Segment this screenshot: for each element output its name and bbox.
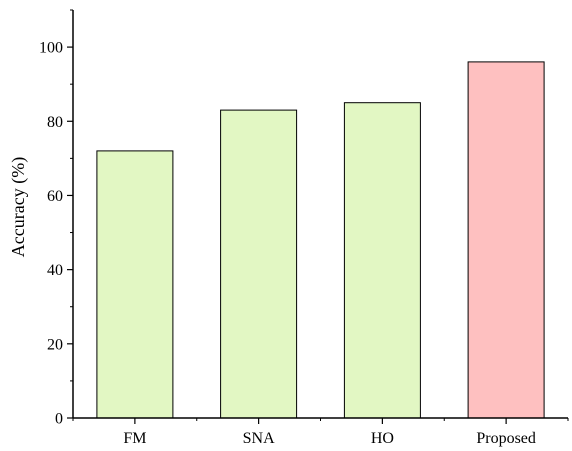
y-tick-label: 80 — [47, 114, 63, 131]
axes-layer — [67, 9, 569, 424]
bar-sna — [220, 109, 298, 419]
x-tick-label: HO — [371, 430, 394, 447]
y-tick-label: 100 — [39, 40, 63, 57]
bar-ho — [343, 102, 421, 419]
x-tick-label: Proposed — [476, 430, 536, 447]
y-tick-label: 60 — [47, 188, 63, 205]
bar-proposed — [467, 61, 545, 419]
y-axis-title: Accuracy (%) — [8, 157, 29, 257]
bars-layer — [96, 61, 545, 419]
y-tick-label: 20 — [47, 336, 63, 353]
y-tick-label: 0 — [55, 411, 63, 428]
x-tick-label: FM — [123, 430, 146, 447]
y-tick-label: 40 — [47, 262, 63, 279]
labels-layer: Accuracy (%) 0 20 40 60 80 100 FM SNA HO Proposed — [8, 40, 536, 447]
bar-fm — [96, 150, 174, 419]
x-tick-label: SNA — [243, 430, 275, 447]
